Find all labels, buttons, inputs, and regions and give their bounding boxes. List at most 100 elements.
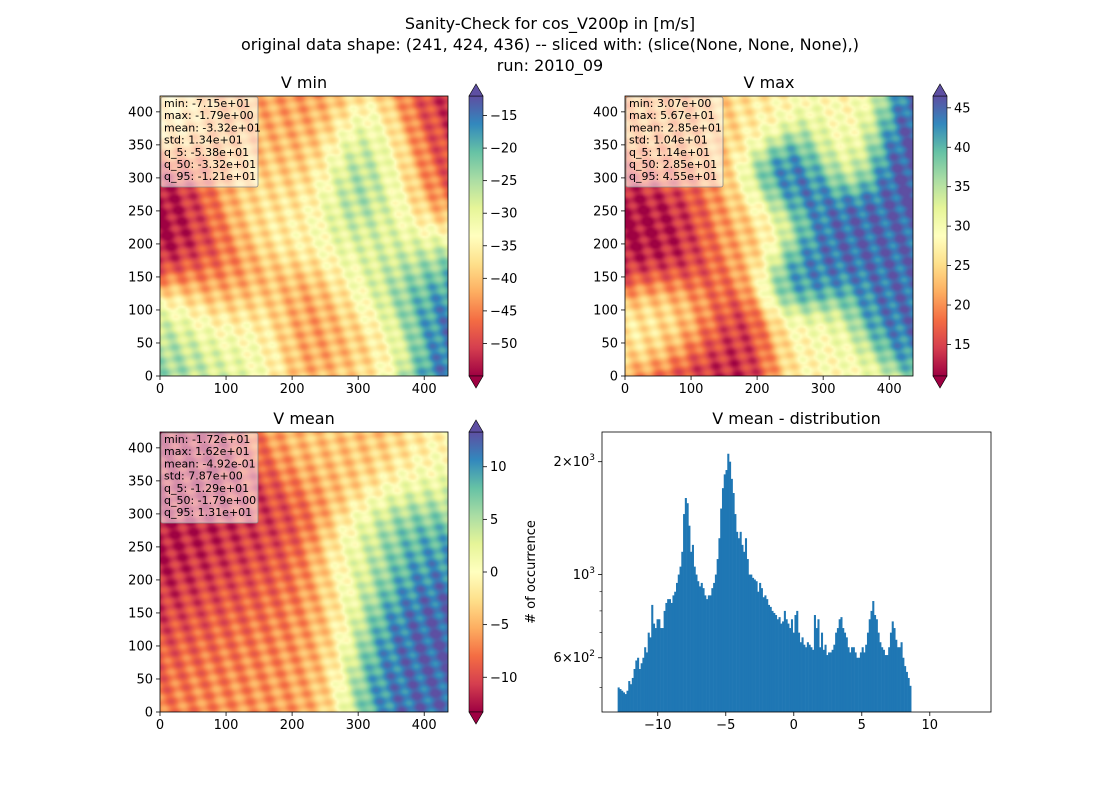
histogram-bar xyxy=(787,623,790,712)
histogram-bar xyxy=(714,574,717,712)
colorbar-tick-label: −30 xyxy=(490,207,517,222)
colorbar-tick-label: 30 xyxy=(954,220,971,235)
colorbar-tick-label: −45 xyxy=(490,304,517,319)
x-tick-label: −5 xyxy=(716,718,735,733)
histogram-bar xyxy=(727,453,730,712)
stats-line: std: 1.04e+01 xyxy=(629,134,708,147)
x-tick-label: 200 xyxy=(745,382,770,397)
histogram-bar xyxy=(845,637,848,712)
x-tick-label: 0 xyxy=(790,718,798,733)
histogram-bar xyxy=(884,655,887,712)
histogram-bar xyxy=(670,602,673,712)
colorbar-tick-label: 15 xyxy=(954,338,971,353)
histogram-bar xyxy=(881,647,884,712)
stats-line: std: 7.87e+00 xyxy=(164,470,243,483)
axes-frame xyxy=(624,95,914,377)
histogram-bar xyxy=(891,621,894,712)
histogram-bar xyxy=(861,647,864,712)
axes-frame xyxy=(159,95,449,377)
histogram-bar xyxy=(683,514,686,712)
y-tick-label: 200 xyxy=(593,237,618,252)
stats-box-background xyxy=(160,96,259,188)
histogram-bar xyxy=(697,581,700,712)
stats-line: std: 1.34e+01 xyxy=(164,134,243,147)
histogram-bar xyxy=(849,652,852,712)
histogram-bar xyxy=(826,655,829,712)
histogram-bar xyxy=(760,588,763,712)
histogram-bar xyxy=(836,628,839,712)
colorbar-extend-max xyxy=(468,83,484,97)
x-tick-label: 300 xyxy=(346,382,371,397)
histogram-bar xyxy=(865,644,868,712)
x-tick-label: 100 xyxy=(214,382,239,397)
histogram-bar xyxy=(753,579,756,712)
histogram-bar xyxy=(875,619,878,712)
stats-line: max: 5.67e+01 xyxy=(629,109,715,122)
histogram-bar xyxy=(813,615,816,712)
histogram-bar xyxy=(736,531,739,712)
y-tick-label: 50 xyxy=(136,672,153,687)
colorbar-extend-max xyxy=(468,419,484,433)
colorbar-tick-label: −15 xyxy=(490,109,517,124)
stats-line: mean: 2.85e+01 xyxy=(629,121,722,134)
stats-line: min: -1.72e+01 xyxy=(164,433,250,446)
y-tick-label-base: 10 xyxy=(573,651,590,666)
histogram-bar xyxy=(828,652,831,712)
y-tick-label: 300 xyxy=(128,507,153,522)
colorbar: 15 20 25 30 35 40 45 xyxy=(932,83,971,389)
histogram-bar xyxy=(817,619,820,712)
histogram-bar xyxy=(707,595,710,712)
histogram-bar xyxy=(872,601,875,712)
histogram-bar xyxy=(842,628,845,712)
y-tick-label: 400 xyxy=(128,441,153,456)
colorbar-label: # of occurrence xyxy=(524,520,539,624)
colorbar-gradient xyxy=(468,431,484,713)
histogram-bar xyxy=(631,677,634,712)
axes-frame xyxy=(601,431,992,713)
axes-frame xyxy=(159,431,449,713)
histogram-bar xyxy=(893,628,896,712)
colorbar: −50 −45 −40 −35 −30 −25 −20 −15 xyxy=(468,83,517,389)
stats-line: q_5: -5.38e+01 xyxy=(164,146,249,159)
histogram-bar xyxy=(898,647,901,712)
y-tick-label: 400 xyxy=(128,105,153,120)
histogram-bar xyxy=(752,577,755,712)
histogram-bar xyxy=(637,657,640,712)
colorbar-tick-label: −20 xyxy=(490,142,517,157)
histogram-bar xyxy=(810,647,813,712)
x-tick-label: 0 xyxy=(621,382,629,397)
histogram-bars xyxy=(617,453,912,712)
colorbar-tick-label: 40 xyxy=(954,141,971,156)
histogram-bar xyxy=(668,599,671,712)
histogram-bar xyxy=(743,551,746,712)
colorbar-tick-label: 35 xyxy=(954,180,971,195)
histogram-bar xyxy=(796,610,799,712)
y-tick-label: 150 xyxy=(128,606,153,621)
histogram-bar xyxy=(628,681,631,712)
panel-title: V mean - distribution xyxy=(712,409,881,428)
colorbar-extend-min xyxy=(468,711,484,725)
colorbar-tick-label: 0 xyxy=(490,566,498,581)
histogram-bar xyxy=(750,574,753,712)
histogram-bar xyxy=(900,642,903,712)
histogram-bar xyxy=(819,647,822,712)
stats-line: q_50: 2.85e+01 xyxy=(629,158,717,171)
histogram-bar xyxy=(838,619,841,712)
x-tick-label: 200 xyxy=(280,382,305,397)
y-tick-label-exponent: 3 xyxy=(589,453,595,463)
histogram-bar xyxy=(725,470,728,712)
x-tick-label: −10 xyxy=(644,718,671,733)
colorbar-tick-label: 25 xyxy=(954,259,971,274)
histogram-bar xyxy=(757,591,760,712)
figure-suptitle-line-2: original data shape: (241, 424, 436) -- … xyxy=(241,35,859,54)
x-tick-label: 0 xyxy=(156,718,164,733)
histogram-bar xyxy=(820,632,824,712)
colorbar-tick-label: −5 xyxy=(490,618,509,633)
histogram-bar xyxy=(693,566,696,712)
histogram-bar xyxy=(702,588,705,712)
histogram-bar xyxy=(741,544,744,712)
histogram-bar xyxy=(780,623,783,712)
histogram-bar xyxy=(909,685,912,712)
